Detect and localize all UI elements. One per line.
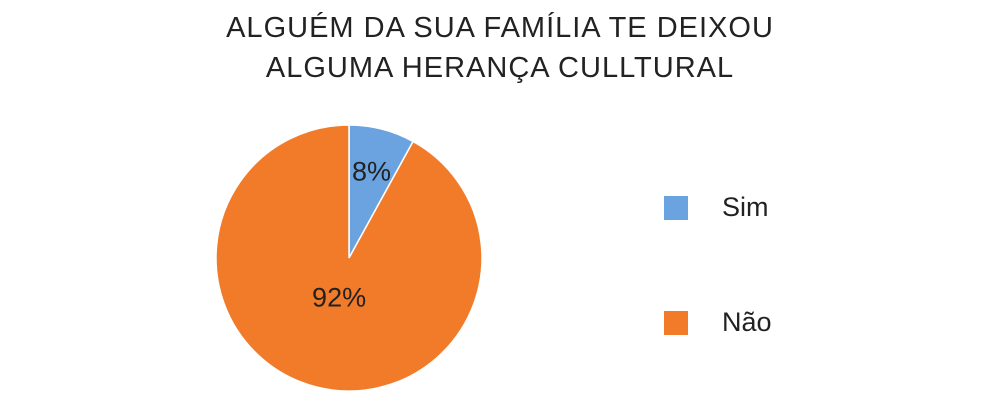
pie-slice-nao xyxy=(215,124,483,392)
data-label-nao: 92% xyxy=(312,283,366,313)
chart-title: ALGUÉM DA SUA FAMÍLIA TE DEIXOU ALGUMA H… xyxy=(0,8,1000,88)
chart-title-line-1: ALGUÉM DA SUA FAMÍLIA TE DEIXOU xyxy=(226,12,774,44)
legend-label-nao: Não xyxy=(722,307,772,337)
data-label-sim: 8% xyxy=(352,156,391,186)
legend-swatch-nao xyxy=(664,310,688,335)
chart-title-line-2: ALGUMA HERANÇA CULLTURAL xyxy=(265,52,735,84)
legend-swatch-sim xyxy=(664,195,688,220)
pie-data-labels: 8% 92% xyxy=(312,156,391,312)
pie-slices xyxy=(215,124,483,392)
legend-label-sim: Sim xyxy=(722,192,769,222)
legend-item-sim: Sim xyxy=(664,192,769,223)
legend-item-nao: Não xyxy=(664,307,772,338)
